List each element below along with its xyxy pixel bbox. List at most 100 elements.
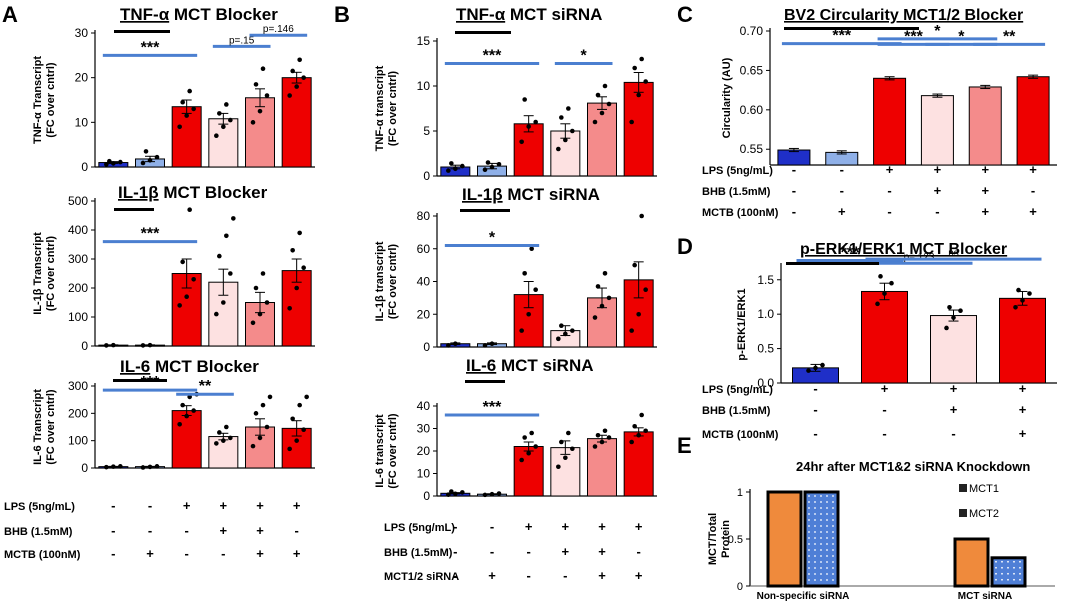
chart-E-bar-MCT1-1 bbox=[953, 537, 990, 588]
cond-C-cell-2-2: - bbox=[887, 204, 891, 219]
chart-A2-ytick-label-3: 300 bbox=[68, 252, 88, 266]
chart-A3-ytick-label-1: 100 bbox=[68, 434, 88, 448]
chart-B3-title-target: IL-6 bbox=[466, 356, 496, 375]
chart-B2-point-2-1 bbox=[526, 311, 531, 317]
chart-B1-ylabel-line-0: TNF-α transcript bbox=[374, 65, 386, 151]
chart-E-bar-dot bbox=[820, 561, 822, 563]
chart-E-bar-dot bbox=[1001, 560, 1003, 563]
chart-C-title: BV2 Circularity MCT1/2 Blocker bbox=[784, 7, 1023, 24]
chart-A3-point-1-1 bbox=[147, 464, 153, 470]
chart-A1-point-0-3 bbox=[107, 158, 112, 164]
chart-B2-point-4-2 bbox=[606, 295, 612, 301]
chart-D-point-2-2 bbox=[958, 308, 963, 314]
chart-E-bar-dot bbox=[808, 501, 810, 503]
chart-A3-point-4-2 bbox=[264, 424, 270, 430]
cond-D-cell-2-2: - bbox=[951, 426, 955, 441]
cond-C-label-0: LPS (5ng/mL) bbox=[702, 165, 773, 177]
chart-C-sig-label-0: *** bbox=[832, 28, 851, 45]
cond-B-cell-1-3: + bbox=[562, 544, 570, 559]
chart-E-bar-dot bbox=[826, 555, 828, 557]
chart-E-bar-dot bbox=[1019, 560, 1021, 563]
chart-B3-sig-label-0: *** bbox=[483, 399, 502, 416]
chart-D-ytick-label-2: 1.0 bbox=[757, 307, 774, 321]
chart-E-legend-swatch-1 bbox=[959, 509, 967, 517]
chart-A3-bar-2 bbox=[171, 410, 202, 469]
chart-D-point-3-2 bbox=[1027, 291, 1032, 296]
chart-A1-ylabel-line-1: (FC over cntrl) bbox=[45, 62, 57, 138]
chart-E-bar-dot bbox=[832, 513, 834, 515]
chart-E-bar-dot bbox=[826, 543, 828, 545]
chart-B3-point-2-1 bbox=[526, 450, 531, 456]
chart-A2-ytick-label-4: 400 bbox=[68, 223, 88, 237]
chart-B3-ylabel-line-1: (FC over cntrl) bbox=[387, 413, 399, 489]
chart-E-bar-dot bbox=[995, 572, 997, 575]
chart-B1-point-5-4 bbox=[639, 56, 644, 62]
chart-A2-point-3-3 bbox=[217, 253, 222, 259]
chart-E-bar-dot bbox=[1001, 578, 1003, 581]
chart-A2-point-2-0 bbox=[177, 303, 182, 308]
header-bar-D bbox=[786, 262, 879, 265]
chart-E-bar-dot bbox=[820, 555, 822, 557]
cond-B-cell-0-2: + bbox=[525, 519, 533, 534]
chart-E-category-0: Non-specific siRNA bbox=[757, 591, 850, 602]
chart-E-bar-dot bbox=[814, 519, 816, 521]
chart-E-bar-dot bbox=[820, 525, 822, 527]
chart-E-bar-dot bbox=[1007, 560, 1009, 563]
chart-E-bar-dot bbox=[1013, 578, 1015, 581]
chart-A2-point-5-3 bbox=[290, 248, 295, 253]
cond-A-cell-0-0: - bbox=[111, 498, 115, 513]
chart-B1-point-2-0 bbox=[519, 139, 524, 145]
chart-B2-point-2-0 bbox=[519, 328, 524, 333]
cond-C-cell-2-0: - bbox=[792, 204, 796, 219]
chart-B2-ylabel-line-0: IL-1β transcript bbox=[374, 241, 386, 321]
chart-A2-point-5-4 bbox=[297, 230, 302, 236]
chart-B3-point-2-4 bbox=[529, 430, 534, 436]
chart-E-bar-dot bbox=[1001, 572, 1003, 575]
chart-A1-point-3-0 bbox=[214, 133, 219, 139]
chart-A2-title-target: IL-1β bbox=[118, 183, 159, 202]
chart-E-bar-dot bbox=[808, 531, 810, 533]
chart-E-ytick-label-2: 1 bbox=[737, 487, 743, 499]
chart-B1-point-1-3 bbox=[485, 160, 491, 165]
chart-A3-point-0-0 bbox=[104, 464, 109, 470]
chart-D-point-3-0 bbox=[1013, 304, 1018, 310]
chart-B3-bar-3 bbox=[550, 447, 581, 497]
chart-E-bar-dot bbox=[1007, 578, 1009, 581]
chart-E-bar-dot bbox=[832, 543, 834, 545]
chart-D-point-3-1 bbox=[1020, 298, 1025, 303]
chart-B3-ytick-label-0: 0 bbox=[423, 489, 430, 503]
chart-A1-point-5-0 bbox=[287, 93, 292, 98]
chart-E-legend-label-1: MCT2 bbox=[969, 508, 999, 520]
chart-B1-point-4-0 bbox=[592, 119, 598, 125]
chart-A2-ylabel: IL-1β Transcript(FC over cntrl) bbox=[32, 232, 57, 315]
chart-A1-point-5-4 bbox=[297, 57, 302, 63]
chart-E-bar-dot bbox=[826, 513, 828, 515]
chart-B1-point-5-2 bbox=[643, 79, 648, 84]
chart-E-bar-dot bbox=[832, 549, 834, 551]
cond-C-cell-1-4: + bbox=[981, 183, 989, 198]
cond-B-cell-0-5: + bbox=[635, 519, 643, 534]
chart-B2-ytick-label-4: 80 bbox=[417, 209, 431, 223]
chart-B3-point-4-4 bbox=[602, 428, 608, 434]
cond-A-cell-2-0: - bbox=[111, 546, 115, 561]
chart-A3-sig-label-0: *** bbox=[141, 374, 160, 391]
chart-A1-ylabel: TNF-α Transcript(FC over cntrl) bbox=[32, 56, 57, 144]
cond-A-label-0: LPS (5ng/mL) bbox=[4, 501, 75, 513]
chart-B2-sig-label-0: * bbox=[489, 229, 496, 246]
panel-letter-A: A bbox=[2, 2, 18, 27]
chart-A2-title-rest: MCT Blocker bbox=[159, 183, 268, 202]
chart-B3-point-5-3 bbox=[632, 423, 637, 429]
chart-B3-bar-4 bbox=[587, 438, 617, 497]
chart-A3-point-3-2 bbox=[228, 435, 233, 441]
chart-B1-point-3-0 bbox=[556, 146, 561, 152]
chart-B3-point-5-1 bbox=[636, 432, 641, 438]
chart-A1-point-4-1 bbox=[257, 108, 263, 114]
chart-A3-ytick-label-0: 0 bbox=[81, 461, 88, 475]
cond-A-cell-0-2: + bbox=[183, 498, 191, 513]
chart-B3-point-0-3 bbox=[449, 489, 454, 494]
chart-E-bar-dot bbox=[820, 573, 822, 575]
chart-B2-point-5-4 bbox=[639, 213, 644, 219]
chart-A2-point-0-0 bbox=[104, 343, 109, 348]
chart-C-bar-3 bbox=[920, 95, 954, 166]
